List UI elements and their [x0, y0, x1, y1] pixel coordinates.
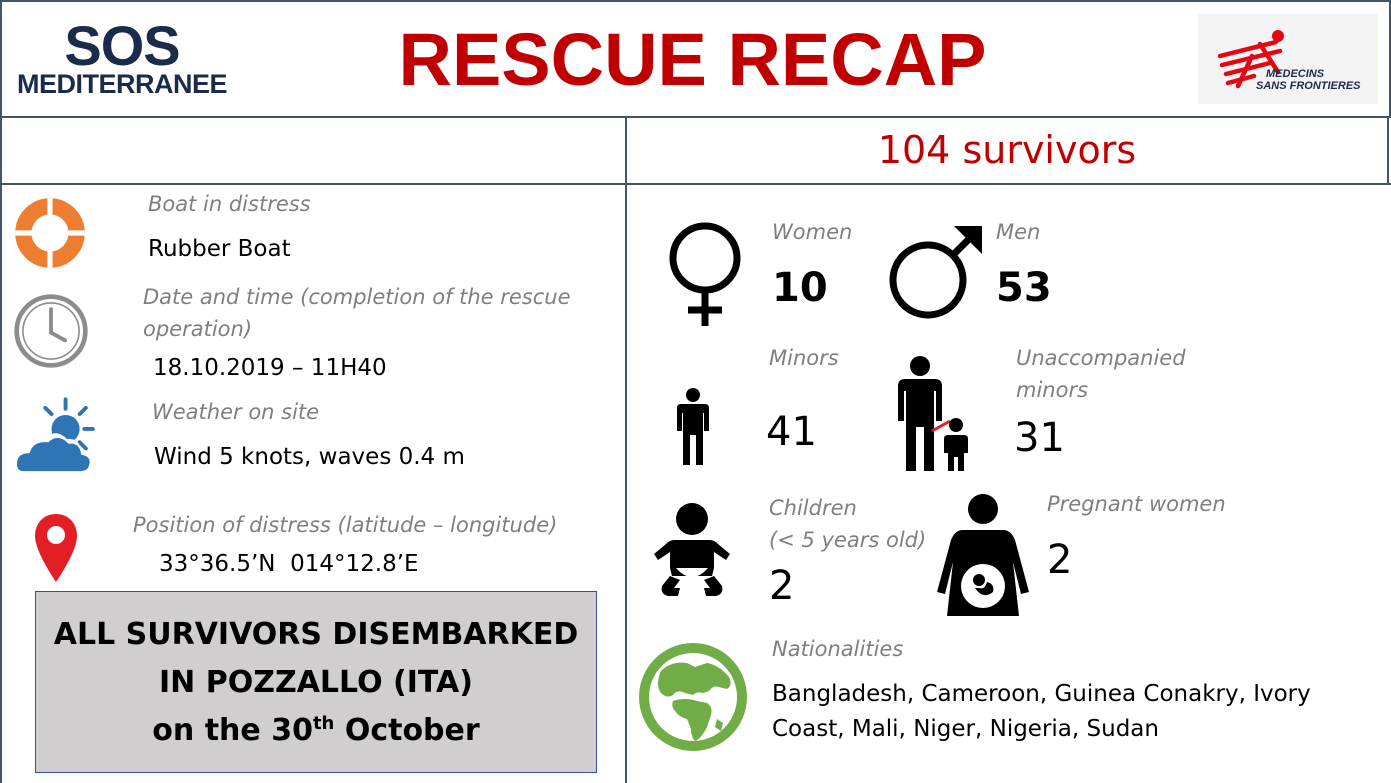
msf-logo-line2: SANS FRONTIERES — [1256, 80, 1361, 92]
disembark-line3: on the 30th October — [36, 712, 596, 750]
women-label: Women — [772, 220, 853, 244]
unaccompanied-value: 31 — [1014, 415, 1065, 461]
page-title: RESCUE RECAP — [398, 18, 987, 101]
disembark-notice: ALL SURVIVORS DISEMBARKED IN POZZALLO (I… — [35, 591, 597, 773]
baby-icon — [652, 502, 732, 600]
pregnant-label: Pregnant women — [1047, 492, 1226, 516]
mediterranee-logo-text: MEDITERRANEE — [16, 69, 228, 99]
boat-label: Boat in distress — [148, 192, 311, 216]
disembark-line1: ALL SURVIVORS DISEMBARKED — [53, 617, 579, 652]
disembark-line3-post: October — [334, 713, 480, 748]
globe-icon — [637, 641, 749, 753]
left-empty-header-box — [0, 116, 627, 185]
children-value: 2 — [769, 563, 795, 609]
boat-value: Rubber Boat — [148, 236, 291, 262]
minors-value: 41 — [766, 409, 817, 455]
survivors-count: 104 survivors — [877, 128, 1137, 172]
disembark-line2: IN POZZALLO (ITA) — [159, 665, 473, 700]
date-value: 18.10.2019 – 11H40 — [153, 355, 387, 381]
clock-icon — [12, 292, 90, 370]
men-value: 53 — [996, 265, 1052, 311]
msf-logo: MEDECINS SANS FRONTIERES — [1198, 14, 1378, 104]
date-label: Date and time (completion of the rescue … — [143, 285, 571, 341]
unaccompanied-label: Unaccompanied minors — [1016, 346, 1186, 402]
lifebuoy-icon — [13, 196, 87, 270]
pregnant-value: 2 — [1047, 537, 1073, 583]
weather-label: Weather on site — [152, 400, 320, 424]
location-pin-icon — [33, 512, 79, 584]
nationalities-label: Nationalities — [772, 637, 904, 661]
position-value: 33°36.5’N 014°12.8’E — [159, 551, 419, 577]
men-label: Men — [996, 220, 1041, 244]
weather-value: Wind 5 knots, waves 0.4 m — [154, 444, 465, 470]
children-label-2: (< 5 years old) — [769, 528, 927, 552]
pregnant-woman-icon — [935, 492, 1031, 618]
weather-cloud-sun-icon — [13, 397, 101, 475]
minors-label: Minors — [769, 346, 839, 370]
disembark-line3-sup: th — [312, 713, 335, 734]
msf-running-man-icon — [1208, 26, 1298, 91]
women-value: 10 — [772, 265, 828, 311]
sos-mediterranee-logo: SOS MEDITERRANEE — [14, 18, 230, 99]
male-symbol-icon — [888, 222, 986, 320]
right-panel — [625, 183, 1391, 783]
position-label: Position of distress (latitude – longitu… — [133, 513, 558, 537]
female-symbol-icon — [666, 220, 744, 328]
adult-with-child-icon — [890, 355, 976, 473]
msf-logo-line1: MEDECINS — [1266, 68, 1325, 80]
nationalities-value: Bangladesh, Cameroon, Guinea Conakry, Iv… — [772, 681, 1311, 742]
disembark-line3-pre: on the 30 — [152, 713, 313, 748]
sos-logo-text: SOS — [64, 14, 180, 77]
children-label-1: Children — [769, 496, 857, 520]
minor-person-icon — [672, 387, 714, 467]
